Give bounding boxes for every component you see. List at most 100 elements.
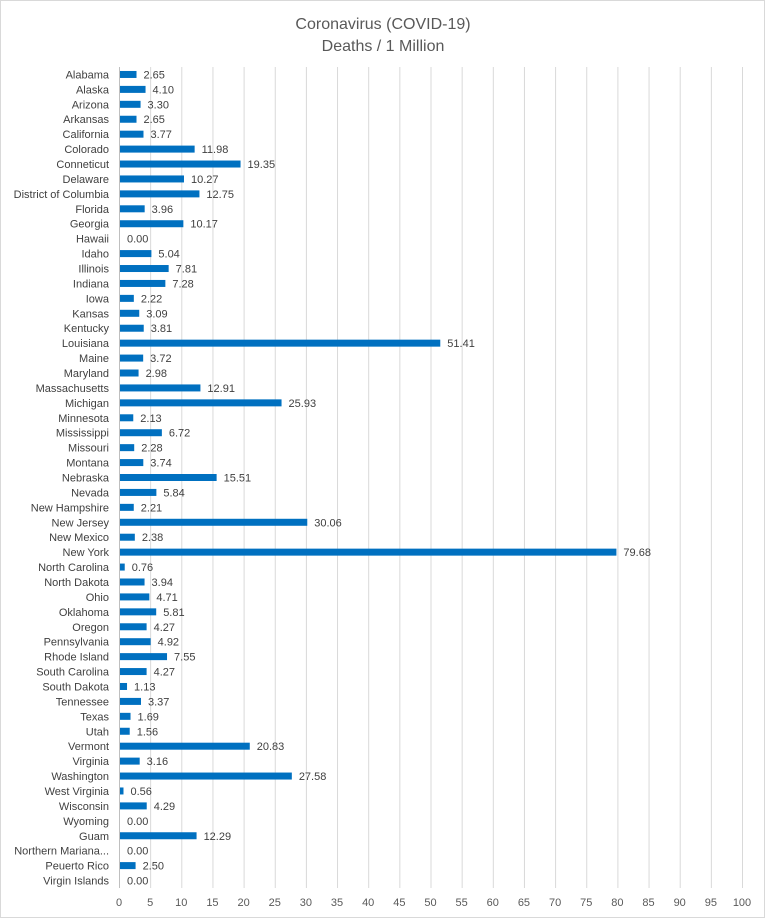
data-label: 5.84: [163, 487, 184, 499]
data-label: 10.17: [190, 219, 218, 231]
data-label: 4.10: [153, 84, 174, 96]
data-label: 5.81: [163, 607, 184, 619]
data-label: 7.81: [176, 264, 197, 276]
bar: [120, 578, 145, 586]
bar: [120, 294, 134, 302]
bar: [120, 175, 184, 183]
data-label: 2.38: [142, 532, 163, 544]
bar: [120, 533, 135, 541]
bar: [120, 279, 166, 287]
category-label: Minnesota: [58, 413, 110, 425]
category-label: Oregon: [72, 622, 109, 634]
x-tick-label: 80: [611, 897, 623, 909]
x-tick-label: 85: [642, 897, 654, 909]
x-tick-label: 0: [116, 897, 122, 909]
category-label: Conneticut: [56, 159, 109, 171]
data-label: 0.00: [127, 846, 148, 858]
bar: [120, 115, 137, 123]
data-label: 25.93: [289, 398, 317, 410]
data-label: 7.55: [174, 652, 195, 664]
data-label: 7.28: [172, 278, 193, 290]
bar: [120, 444, 135, 452]
category-label: District of Columbia: [14, 189, 110, 201]
category-label: Virginia: [73, 756, 110, 768]
bar: [120, 742, 250, 750]
bar: [120, 757, 140, 765]
category-label: Northern Mariana...: [14, 846, 109, 858]
bar: [120, 354, 144, 362]
data-label: 27.58: [299, 771, 327, 783]
x-tick-label: 20: [237, 897, 249, 909]
category-label: Virgin Islands: [43, 876, 109, 888]
data-label: 12.91: [207, 383, 235, 395]
category-label: Michigan: [65, 398, 109, 410]
category-label: Kansas: [72, 308, 109, 320]
bar: [120, 653, 168, 661]
category-label: North Dakota: [44, 577, 110, 589]
data-label: 10.27: [191, 174, 219, 186]
category-label: Tennessee: [56, 696, 109, 708]
category-label: New Jersey: [52, 517, 110, 529]
data-label: 4.29: [154, 801, 175, 813]
data-label: 5.04: [158, 249, 179, 261]
bar: [120, 145, 195, 153]
bar: [120, 459, 144, 467]
data-label: 15.51: [224, 473, 252, 485]
category-label: Alaska: [76, 84, 110, 96]
data-label: 3.94: [152, 577, 173, 589]
data-label: 0.56: [130, 786, 151, 798]
x-tick-label: 30: [300, 897, 312, 909]
data-label: 1.69: [138, 711, 159, 723]
category-label: Idaho: [81, 249, 109, 261]
bar: [120, 399, 282, 407]
x-tick-label: 75: [580, 897, 592, 909]
x-tick-label: 35: [331, 897, 343, 909]
bar: [120, 668, 147, 676]
data-label: 6.72: [169, 428, 190, 440]
bar: [120, 190, 200, 198]
data-label: 20.83: [257, 741, 285, 753]
x-axis-ticks: 0 5 10 15 20 25 30 35 40 45 50 55 60 65 70 75 80 85 90 95 10…: [116, 897, 751, 909]
bar: [120, 802, 147, 810]
data-label: 0.76: [132, 562, 153, 574]
x-tick-label: 65: [518, 897, 530, 909]
category-label: New Hampshire: [31, 502, 109, 514]
category-label: Missouri: [68, 443, 109, 455]
x-tick-label: 95: [705, 897, 717, 909]
category-label: California: [63, 129, 110, 141]
data-label: 4.27: [154, 622, 175, 634]
bar: [120, 682, 128, 690]
category-label: Delaware: [63, 174, 109, 186]
data-label: 3.72: [150, 353, 171, 365]
category-label: Georgia: [70, 219, 110, 231]
category-label: Utah: [86, 726, 109, 738]
bar: [120, 160, 241, 168]
category-label: New York: [63, 547, 110, 559]
category-label: New Mexico: [49, 532, 109, 544]
data-label: 3.81: [151, 323, 172, 335]
category-label: Arizona: [72, 99, 110, 111]
data-label: 1.56: [137, 726, 158, 738]
category-label: Massachusetts: [36, 383, 110, 395]
data-label: 3.37: [148, 696, 169, 708]
data-label: 2.65: [144, 114, 165, 126]
bar: [120, 369, 139, 377]
bar: [120, 772, 292, 780]
x-tick-label: 55: [456, 897, 468, 909]
data-label: 4.27: [154, 667, 175, 679]
category-label: Wisconsin: [59, 801, 109, 813]
category-label: Illinois: [78, 264, 109, 276]
data-label: 3.16: [147, 756, 168, 768]
category-label: Pennsylvania: [44, 637, 110, 649]
bar: [120, 85, 146, 93]
bar: [120, 130, 144, 138]
bar: [120, 593, 150, 601]
category-label: Oklahoma: [59, 607, 110, 619]
x-tick-label: 40: [362, 897, 374, 909]
category-labels: Alabama Alaska Arizona Arkansas California Co…: [14, 69, 110, 887]
category-label: South Carolina: [36, 667, 110, 679]
category-label: North Carolina: [38, 562, 110, 574]
bar: [120, 712, 131, 720]
bar: [120, 608, 157, 616]
